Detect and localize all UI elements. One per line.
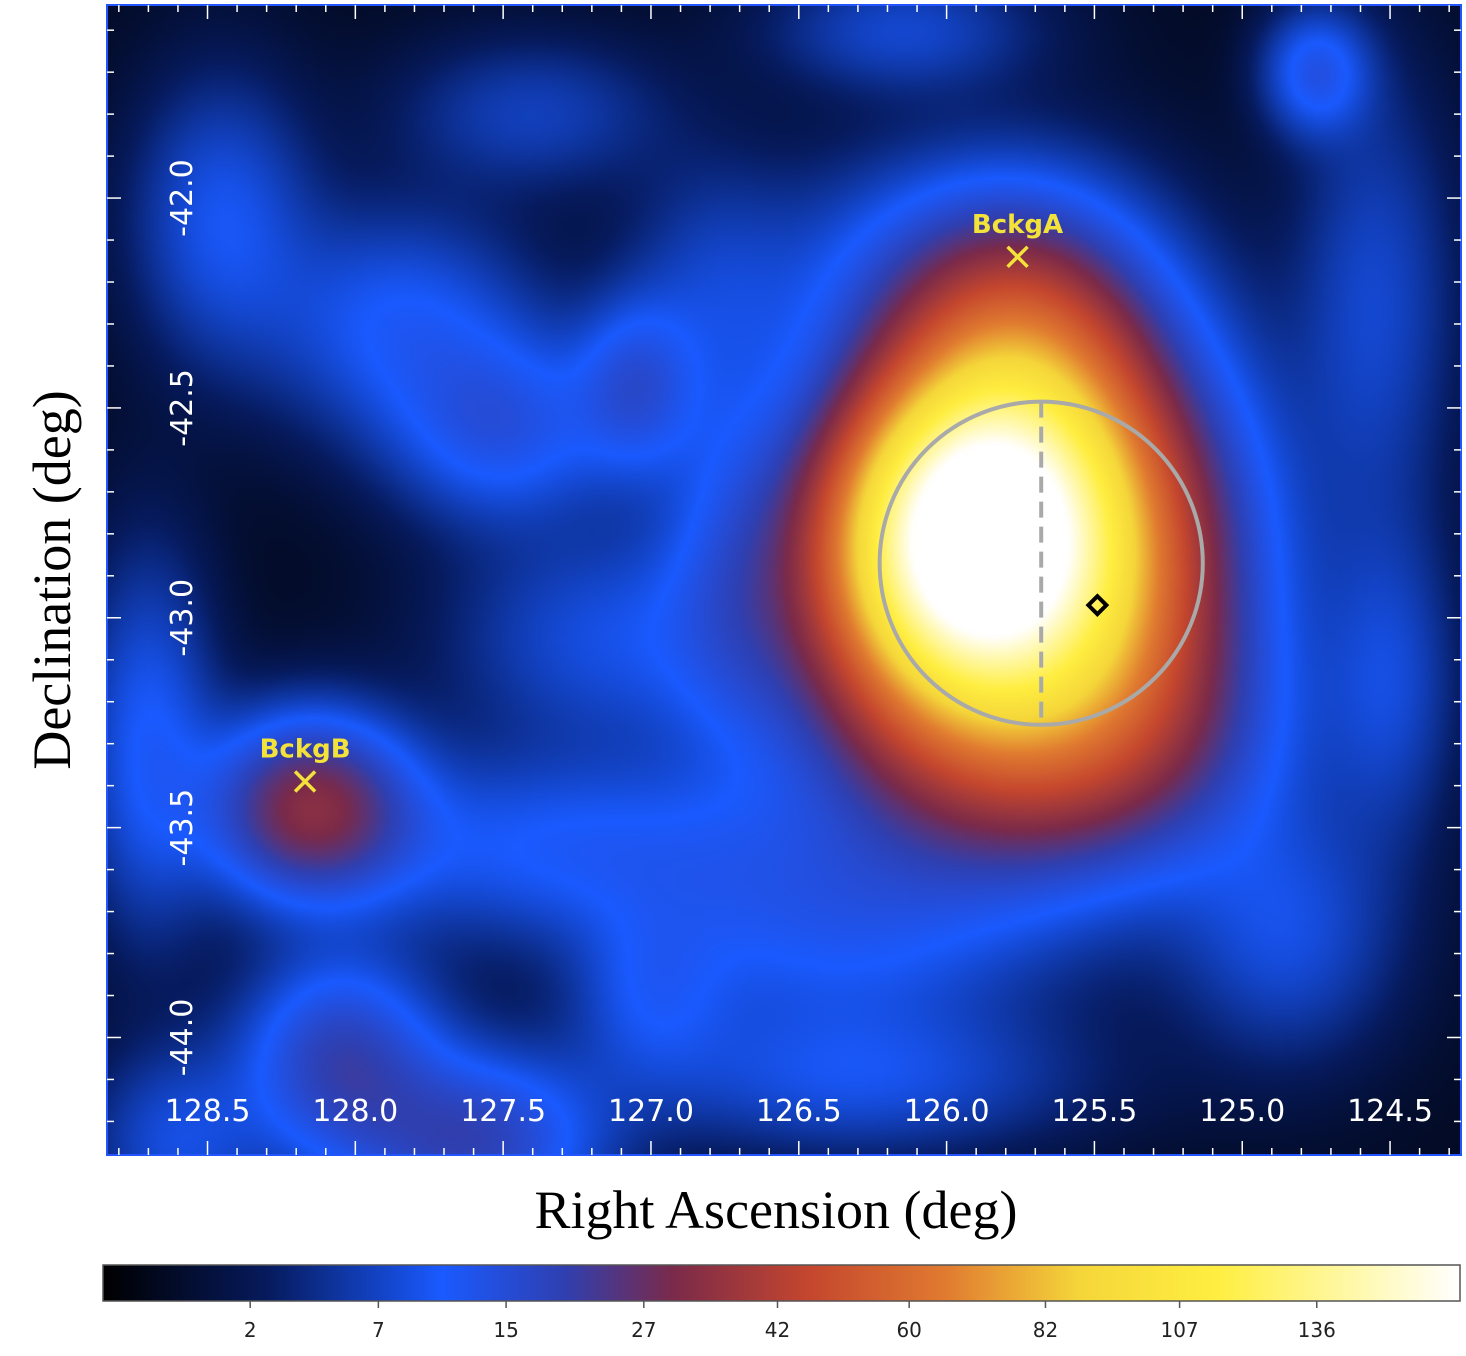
x-tick-label: 128.5 xyxy=(165,1094,251,1129)
y-tick-label: -44.0 xyxy=(165,999,200,1077)
x-tick-label: 125.0 xyxy=(1199,1094,1285,1129)
heatmap-panel: BckgA BckgB 128.5 128.0 127.5 127.0 126.5 126.… xyxy=(106,4,1462,1156)
y-tick-label: -42.5 xyxy=(165,369,200,447)
colorbar-tick-label: 15 xyxy=(493,1318,518,1342)
y-tick-label: -42.0 xyxy=(165,159,200,237)
map-overlay: BckgA BckgB xyxy=(260,210,1205,793)
colorbar-ticks: 2 7 15 27 42 60 82 107 136 xyxy=(244,1301,1336,1342)
marker-label-bckga: BckgA xyxy=(972,210,1063,240)
count-map-image xyxy=(107,5,1461,1155)
markers-layer: BckgA BckgB xyxy=(260,210,1110,793)
marker-x-stroke xyxy=(1006,245,1029,269)
x-tick-label: 126.0 xyxy=(904,1094,990,1129)
diamond-marker xyxy=(1085,593,1110,618)
colorbar-tick-label: 136 xyxy=(1298,1318,1336,1342)
colorbar-gradient xyxy=(102,1264,1461,1302)
x-tick-label: 126.5 xyxy=(756,1094,842,1129)
colorbar-tick-label: 82 xyxy=(1033,1318,1058,1342)
x-tick-label: 127.0 xyxy=(608,1094,694,1129)
x-tick-labels: 128.5 128.0 127.5 127.0 126.5 126.0 125.5 125.0… xyxy=(165,1094,1433,1129)
colorbar-tick-label: 7 xyxy=(372,1318,385,1342)
colorbar: 2 7 15 27 42 60 82 107 136 xyxy=(102,1264,1461,1342)
x-tick-label: 124.5 xyxy=(1347,1094,1433,1129)
colorbar-tick-label: 60 xyxy=(896,1318,921,1342)
colorbar-tick-label: 2 xyxy=(244,1318,257,1342)
x-tick-label: 127.5 xyxy=(460,1094,546,1129)
x-tick-label: 128.0 xyxy=(312,1094,398,1129)
marker-x-stroke xyxy=(293,770,317,793)
colorbar-tick-label: 42 xyxy=(765,1318,790,1342)
colorbar-tick-label: 27 xyxy=(631,1318,656,1342)
marker-label-bckgb: BckgB xyxy=(260,734,351,764)
colorbar-tick-label: 107 xyxy=(1160,1318,1198,1342)
x-axis-title: Right Ascension (deg) xyxy=(535,1180,1018,1240)
y-tick-labels: -42.0 -42.5 -43.0 -43.5 -44.0 xyxy=(165,159,200,1076)
frame-ticks xyxy=(107,5,1461,1155)
y-tick-label: -43.5 xyxy=(165,789,200,867)
x-tick-label: 125.5 xyxy=(1051,1094,1137,1129)
y-axis-title: Declination (deg) xyxy=(22,390,82,769)
panel-frame xyxy=(106,4,1462,1156)
y-tick-label: -43.0 xyxy=(165,579,200,657)
